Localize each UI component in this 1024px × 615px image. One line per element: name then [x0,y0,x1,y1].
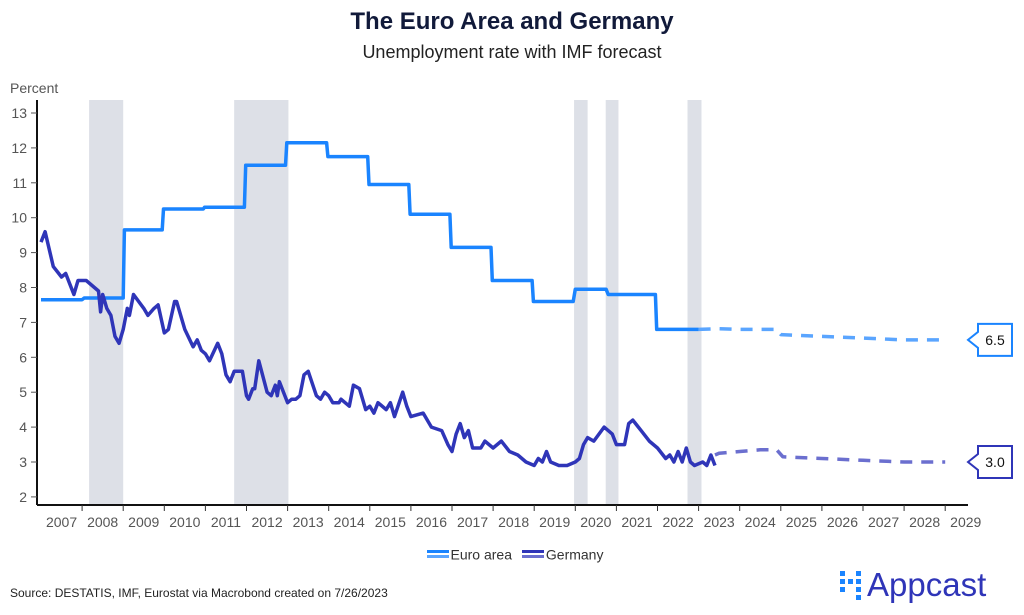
x-tick-label: 2007 [46,514,77,530]
y-tick-label: 6 [19,349,27,365]
x-tick-label: 2010 [169,514,200,530]
recession-band [234,100,289,505]
y-tick-label: 2 [19,489,27,505]
y-tick-label: 13 [11,105,27,121]
x-tick-label: 2019 [539,514,570,530]
x-tick-label: 2016 [416,514,447,530]
x-tick-label: 2018 [498,514,529,530]
x-tick-label: 2014 [334,514,365,530]
y-tick-label: 8 [19,280,27,296]
logo-text: Appcast [867,566,987,603]
x-tick-label: 2020 [580,514,611,530]
end-value-label: 3.0 [985,454,1005,470]
x-tick-label: 2028 [909,514,940,530]
legend-swatch-germany [521,550,544,559]
x-tick-label: 2029 [950,514,981,530]
x-tick-label: 2017 [457,514,488,530]
y-tick-label: 5 [19,384,27,400]
legend-label-germany: Germany [545,546,604,563]
x-tick-label: 2021 [621,514,652,530]
source-note: Source: DESTATIS, IMF, Eurostat via Macr… [10,586,388,600]
x-tick-label: 2025 [786,514,817,530]
x-tick-label: 2013 [293,514,324,530]
y-tick-label: 12 [11,140,27,156]
end-value-label: 6.5 [985,332,1005,348]
end-value-callout [966,445,1013,479]
x-tick-label: 2022 [662,514,693,530]
x-tick-label: 2023 [704,514,735,530]
y-tick-label: 10 [11,210,27,226]
legend-label-euro: Euro area [450,546,512,563]
y-tick-label: 4 [19,419,27,435]
legend-swatch-euro [426,550,449,559]
x-tick-label: 2015 [375,514,406,530]
chart-subtitle: Unemployment rate with IMF forecast [362,42,662,62]
recession-band [687,100,702,505]
x-tick-label: 2026 [827,514,858,530]
series-line-euro-area [41,140,699,332]
end-value-callout [966,322,1013,357]
appcast-logo: Appcast [840,566,986,604]
x-tick-label: 2009 [128,514,159,530]
x-tick-label: 2027 [868,514,899,530]
x-tick-label: 2024 [745,514,776,530]
x-tick-label: 2011 [211,514,241,530]
chart-title: The Euro Area and Germany [350,8,674,35]
logo-dots-icon [840,570,861,600]
y-tick-label: 11 [12,175,27,191]
legend: Euro area Germany [0,545,1024,562]
x-tick-label: 2008 [87,514,118,530]
y-tick-label: 7 [19,314,27,330]
y-tick-label: 9 [19,245,27,261]
recession-band [574,100,588,505]
y-tick-label: 3 [19,454,27,470]
series-line-euro-area-forecast [698,326,946,342]
series-line-germany-forecast [714,448,946,464]
recession-band [605,100,619,505]
series-line-germany [39,229,717,468]
x-tick-label: 2012 [251,514,282,530]
y-axis-label: Percent [10,80,59,96]
